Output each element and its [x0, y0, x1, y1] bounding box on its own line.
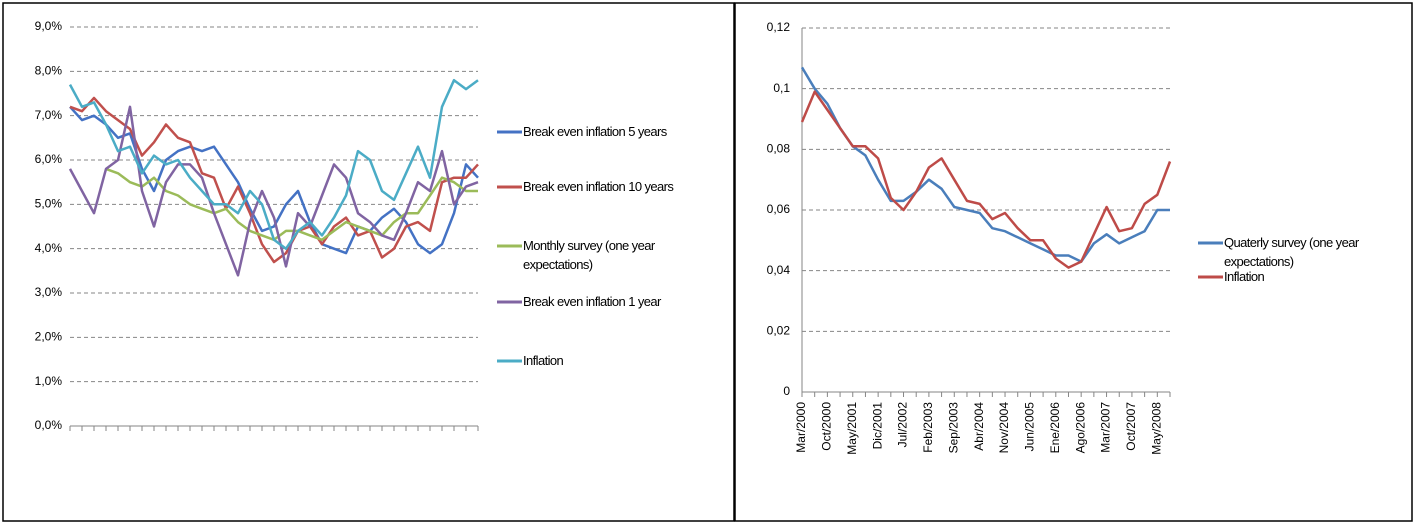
y-tick-label: 5,0%: [35, 197, 63, 211]
y-tick-label: 0,04: [767, 263, 791, 277]
y-tick-label: 3,0%: [35, 285, 63, 299]
x-tick-label: Feb/2003: [921, 402, 935, 453]
legend-label: Break even inflation 10 years: [523, 179, 674, 194]
y-tick-label: 7,0%: [35, 108, 63, 122]
series-line: [105, 167, 478, 242]
left-panel-border: [2, 2, 735, 522]
legend-label: Monthly survey (one year expectations): [523, 238, 655, 272]
series-line: [800, 90, 1172, 269]
x-tick-label: Dic/2001: [870, 402, 884, 450]
x-tick-label: May/2001: [845, 402, 859, 455]
legend-label: Inflation: [523, 353, 564, 368]
y-tick-label: 0,12: [767, 20, 791, 34]
x-tick-label: Oct/2000: [820, 402, 834, 451]
x-tick-label: May/2008: [1149, 402, 1163, 455]
legend-label: Break even inflation 1 year: [523, 294, 661, 309]
x-tick-label: Abr/2004: [972, 402, 986, 451]
x-tick-label: Mar/2000: [794, 402, 808, 453]
series-line: [69, 96, 479, 264]
x-tick-label: Mar/2007: [1099, 402, 1113, 453]
y-tick-label: 2,0%: [35, 330, 63, 344]
y-tick-label: 8,0%: [35, 64, 63, 78]
x-tick-label: Ago/2006: [1073, 402, 1087, 454]
legend-label: Break even inflation 5 years: [523, 124, 667, 139]
x-tick-label: Jun/2005: [1023, 402, 1037, 452]
right-panel-border: [734, 2, 1413, 522]
series-line: [68, 78, 479, 250]
y-tick-label: 0,06: [767, 202, 791, 216]
y-tick-label: 6,0%: [35, 152, 63, 166]
x-tick-label: Sep/2003: [946, 402, 960, 454]
y-tick-label: 0,08: [767, 142, 791, 156]
x-tick-label: Nov/2004: [997, 402, 1011, 454]
y-tick-label: 0,02: [767, 324, 791, 338]
legend-label: Quaterly survey (one year expectations): [1224, 235, 1359, 269]
y-tick-label: 1,0%: [35, 374, 63, 388]
y-tick-label: 0,1: [773, 81, 790, 95]
x-tick-label: Ene/2006: [1048, 402, 1062, 454]
x-tick-label: Jul/2002: [896, 402, 910, 448]
y-tick-label: 4,0%: [35, 241, 63, 255]
series-line: [800, 66, 1170, 263]
y-tick-label: 0: [783, 384, 790, 398]
x-tick-label: Oct/2007: [1124, 402, 1138, 451]
y-tick-label: 0,0%: [35, 418, 63, 432]
y-tick-label: 9,0%: [35, 19, 63, 33]
legend-label: Inflation: [1224, 269, 1265, 284]
